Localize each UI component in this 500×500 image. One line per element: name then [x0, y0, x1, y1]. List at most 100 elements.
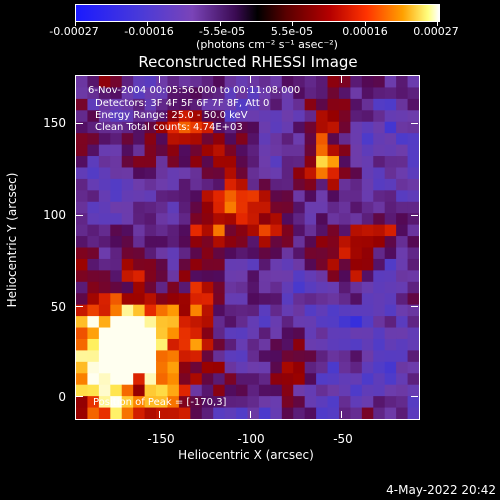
image-pixel	[156, 121, 169, 134]
image-pixel	[258, 213, 271, 226]
image-pixel	[258, 304, 271, 317]
image-pixel	[224, 76, 237, 89]
image-pixel	[201, 396, 214, 409]
image-pixel	[281, 236, 294, 249]
image-pixel	[247, 178, 260, 191]
image-pixel	[236, 87, 249, 100]
image-pixel	[361, 213, 374, 226]
image-pixel	[396, 224, 409, 237]
image-pixel	[350, 247, 363, 260]
image-pixel	[201, 350, 214, 363]
image-pixel	[304, 224, 317, 237]
image-pixel	[178, 270, 191, 283]
image-pixel	[384, 407, 397, 419]
image-pixel	[98, 361, 111, 374]
image-pixel	[361, 178, 374, 191]
image-pixel	[110, 327, 123, 340]
image-pixel	[396, 144, 409, 157]
image-pixel	[327, 338, 340, 351]
image-pixel	[133, 407, 146, 419]
image-pixel	[281, 293, 294, 306]
image-pixel	[407, 236, 419, 249]
image-pixel	[190, 247, 203, 260]
image-pixel	[190, 258, 203, 271]
image-pixel	[133, 373, 146, 386]
image-pixel	[190, 304, 203, 317]
image-pixel	[76, 178, 89, 191]
image-pixel	[281, 87, 294, 100]
image-pixel	[167, 167, 180, 180]
image-pixel	[327, 213, 340, 226]
image-pixel	[87, 178, 100, 191]
image-pixel	[213, 293, 226, 306]
image-pixel	[258, 144, 271, 157]
image-pixel	[247, 281, 260, 294]
image-pixel	[98, 281, 111, 294]
image-pixel	[327, 76, 340, 89]
image-pixel	[293, 144, 306, 157]
image-pixel	[247, 236, 260, 249]
image-pixel	[396, 407, 409, 419]
image-pixel	[190, 190, 203, 203]
image-pixel	[76, 133, 89, 146]
image-pixel	[213, 304, 226, 317]
image-pixel	[270, 133, 283, 146]
image-pixel	[350, 258, 363, 271]
image-pixel	[384, 144, 397, 157]
image-pixel	[384, 258, 397, 271]
image-pixel	[133, 87, 146, 100]
image-pixel	[201, 316, 214, 329]
image-pixel	[407, 338, 419, 351]
image-pixel	[133, 396, 146, 409]
image-pixel	[373, 338, 386, 351]
image-pixel	[76, 213, 89, 226]
y-tick	[411, 123, 418, 124]
image-pixel	[293, 350, 306, 363]
image-pixel	[316, 327, 329, 340]
image-pixel	[407, 144, 419, 157]
image-pixel	[396, 258, 409, 271]
image-pixel	[213, 350, 226, 363]
image-pixel	[167, 281, 180, 294]
image-pixel	[178, 213, 191, 226]
image-pixel	[407, 167, 419, 180]
image-pixel	[156, 247, 169, 260]
image-pixel	[190, 98, 203, 111]
image-pixel	[373, 281, 386, 294]
image-pixel	[236, 121, 249, 134]
rhessi-image	[75, 75, 420, 420]
image-pixel	[373, 224, 386, 237]
image-pixel	[281, 156, 294, 169]
image-pixel	[258, 270, 271, 283]
image-pixel	[281, 304, 294, 317]
image-pixel	[316, 190, 329, 203]
image-pixel	[213, 247, 226, 260]
image-pixel	[87, 350, 100, 363]
heatmap-image	[76, 76, 419, 419]
image-pixel	[316, 201, 329, 214]
image-pixel	[98, 258, 111, 271]
image-pixel	[110, 407, 123, 419]
image-pixel	[293, 361, 306, 374]
image-pixel	[110, 178, 123, 191]
image-pixel	[178, 258, 191, 271]
image-pixel	[201, 144, 214, 157]
image-pixel	[304, 258, 317, 271]
image-pixel	[373, 327, 386, 340]
image-pixel	[338, 258, 351, 271]
image-pixel	[144, 304, 157, 317]
image-pixel	[247, 373, 260, 386]
image-pixel	[224, 407, 237, 419]
image-pixel	[190, 144, 203, 157]
image-pixel	[407, 293, 419, 306]
image-pixel	[384, 224, 397, 237]
image-pixel	[87, 316, 100, 329]
image-pixel	[396, 373, 409, 386]
image-pixel	[396, 156, 409, 169]
image-pixel	[293, 338, 306, 351]
image-pixel	[258, 396, 271, 409]
image-pixel	[144, 384, 157, 397]
image-pixel	[87, 201, 100, 214]
image-pixel	[224, 247, 237, 260]
image-pixel	[144, 361, 157, 374]
